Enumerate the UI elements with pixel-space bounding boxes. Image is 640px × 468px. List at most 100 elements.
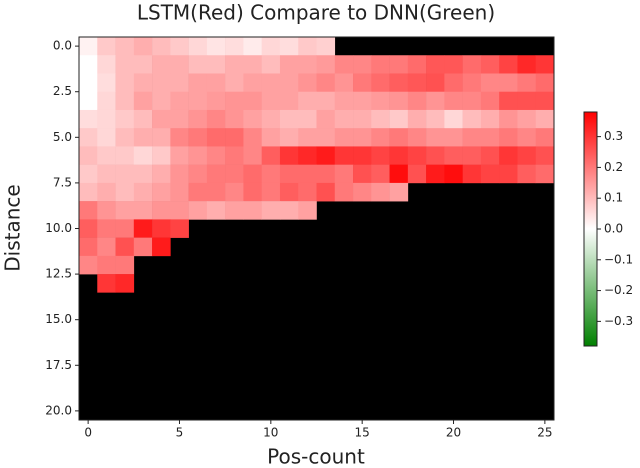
heatmap-cell bbox=[298, 73, 317, 93]
heatmap-cell bbox=[407, 73, 427, 93]
heatmap-cell bbox=[371, 182, 390, 202]
heatmap-cell bbox=[353, 91, 372, 111]
heatmap-cell bbox=[97, 274, 116, 293]
heatmap-cell bbox=[188, 55, 208, 74]
heatmap-cell bbox=[152, 91, 171, 111]
heatmap-cell bbox=[188, 109, 208, 129]
heatmap-cell bbox=[499, 109, 518, 129]
heatmap-cell bbox=[353, 146, 372, 165]
heatmap-cell bbox=[444, 91, 463, 111]
heatmap-cell bbox=[115, 182, 135, 202]
heatmap-cell bbox=[407, 109, 427, 129]
colorbar-tick-label: 0.2 bbox=[604, 160, 623, 174]
heatmap-cell bbox=[462, 91, 482, 111]
heatmap-cell bbox=[371, 91, 390, 111]
heatmap-cell bbox=[353, 73, 372, 93]
heatmap-cell bbox=[499, 91, 518, 111]
heatmap-cell bbox=[152, 146, 171, 165]
heatmap-cell bbox=[152, 37, 171, 56]
heatmap-cell bbox=[115, 219, 135, 238]
heatmap-cell bbox=[316, 164, 336, 184]
heatmap-cell bbox=[79, 146, 98, 165]
heatmap-cell bbox=[152, 219, 171, 238]
y-tick-label: 0.0 bbox=[53, 39, 72, 53]
heatmap-cell bbox=[261, 55, 281, 74]
heatmap-cell bbox=[115, 55, 135, 74]
x-tick-label: 0 bbox=[84, 426, 92, 440]
x-tick-label: 25 bbox=[537, 426, 552, 440]
heatmap-cell bbox=[334, 128, 354, 147]
heatmap-cell bbox=[499, 128, 518, 147]
heatmap-cell bbox=[462, 73, 482, 93]
heatmap-cell bbox=[407, 164, 427, 184]
heatmap-cell bbox=[279, 91, 299, 111]
heatmap-cell bbox=[225, 73, 244, 93]
x-tick-label: 5 bbox=[176, 426, 184, 440]
heatmap-cell bbox=[517, 91, 537, 111]
heatmap-cell bbox=[371, 109, 390, 129]
heatmap-cell bbox=[480, 55, 500, 74]
heatmap-cell bbox=[152, 201, 171, 220]
heatmap-cell bbox=[444, 73, 463, 93]
y-tick-label: 5.0 bbox=[53, 130, 72, 144]
heatmap-cell bbox=[426, 164, 445, 184]
heatmap-cell bbox=[426, 55, 445, 74]
heatmap-cell bbox=[115, 109, 135, 129]
heatmap-cell bbox=[444, 164, 463, 184]
heatmap-cell bbox=[316, 182, 336, 202]
heatmap-cell bbox=[389, 146, 409, 165]
heatmap-cell bbox=[243, 164, 262, 184]
heatmap-cell bbox=[170, 109, 189, 129]
heatmap-cell bbox=[206, 146, 226, 165]
heatmap-cell bbox=[170, 164, 189, 184]
heatmap-cell bbox=[79, 37, 98, 56]
colorbar-tick-label: 0.1 bbox=[604, 191, 623, 205]
heatmap-cell bbox=[535, 73, 555, 93]
heatmap-cell bbox=[152, 73, 171, 93]
heatmap-cell bbox=[79, 164, 98, 184]
heatmap-cell bbox=[261, 201, 281, 220]
heatmap-cell bbox=[133, 219, 153, 238]
heatmap-cell bbox=[115, 237, 135, 257]
heatmap-cell bbox=[389, 128, 409, 147]
heatmap-cell bbox=[206, 128, 226, 147]
heatmap-cell bbox=[279, 128, 299, 147]
heatmap-cell bbox=[225, 182, 244, 202]
heatmap-cell bbox=[462, 164, 482, 184]
heatmap-cell bbox=[152, 164, 171, 184]
heatmap-cell bbox=[298, 128, 317, 147]
heatmap-cell bbox=[225, 91, 244, 111]
heatmap-cell bbox=[279, 55, 299, 74]
heatmap-cell bbox=[243, 109, 262, 129]
heatmap-cell bbox=[426, 91, 445, 111]
heatmap-cell bbox=[462, 128, 482, 147]
heatmap-cell bbox=[152, 237, 171, 257]
x-tick-label: 10 bbox=[263, 426, 278, 440]
heatmap-cell bbox=[115, 37, 135, 56]
heatmap-cell bbox=[79, 128, 98, 147]
heatmap-cell bbox=[243, 128, 262, 147]
heatmap-cell bbox=[97, 255, 116, 275]
x-axis-label: Pos-count bbox=[267, 445, 365, 468]
heatmap-cell bbox=[188, 91, 208, 111]
y-tick-label: 17.5 bbox=[45, 358, 72, 372]
heatmap-cell bbox=[407, 55, 427, 74]
heatmap-cell bbox=[188, 37, 208, 56]
heatmap-cell bbox=[243, 201, 262, 220]
heatmap-cell bbox=[79, 55, 98, 74]
heatmap-cell bbox=[97, 146, 116, 165]
heatmap-cell bbox=[316, 109, 336, 129]
heatmap-cell bbox=[426, 146, 445, 165]
heatmap-cell bbox=[407, 146, 427, 165]
y-tick-label: 2.5 bbox=[53, 84, 72, 98]
heatmap-cell bbox=[152, 128, 171, 147]
heatmap-cell bbox=[261, 91, 281, 111]
heatmap-cell bbox=[170, 219, 189, 238]
heatmap-cell bbox=[389, 73, 409, 93]
heatmap-cell bbox=[261, 73, 281, 93]
heatmap-cell bbox=[298, 91, 317, 111]
heatmap-cell bbox=[480, 146, 500, 165]
heatmap-cell bbox=[517, 146, 537, 165]
heatmap-cell bbox=[97, 128, 116, 147]
